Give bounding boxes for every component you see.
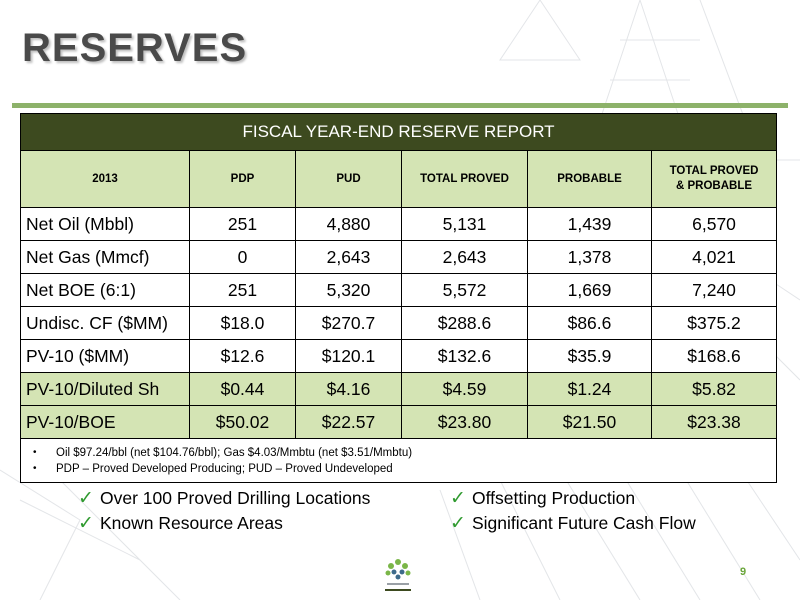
title-rule xyxy=(12,103,788,108)
table-cell: $35.9 xyxy=(527,339,652,373)
row-label: Net Gas (Mmcf) xyxy=(20,240,190,274)
table-cell: 5,131 xyxy=(401,207,528,241)
column-header: TOTAL PROVED xyxy=(401,150,528,208)
highlight-text: Known Resource Areas xyxy=(100,512,283,533)
table-cell: 5,320 xyxy=(295,273,402,307)
reserve-table: FISCAL YEAR-END RESERVE REPORT 2013 PDP … xyxy=(19,113,778,483)
column-header: PDP xyxy=(189,150,296,208)
row-label: PV-10 ($MM) xyxy=(20,339,190,373)
table-cell: $86.6 xyxy=(527,306,652,340)
table-cell: $288.6 xyxy=(401,306,528,340)
highlight-item: ✓ Offsetting Production xyxy=(450,486,635,510)
table-cell: 4,021 xyxy=(650,240,778,274)
table-title: FISCAL YEAR-END RESERVE REPORT xyxy=(19,113,778,151)
table-cell: $375.2 xyxy=(650,306,778,340)
column-header: PUD xyxy=(295,150,402,208)
footnote-text: PDP – Proved Developed Producing; PUD – … xyxy=(56,462,393,475)
table-cell: $18.0 xyxy=(189,306,296,340)
footnote: • Oil $97.24/bbl (net $104.76/bbl); Gas … xyxy=(33,445,776,461)
table-row: PV-10 ($MM) $12.6 $120.1 $132.6 $35.9 $168.6 xyxy=(20,339,778,373)
highlight-item: ✓ Significant Future Cash Flow xyxy=(450,511,696,535)
bullet-icon: • xyxy=(33,462,37,474)
column-header: PROBABLE xyxy=(527,150,652,208)
page-number: 9 xyxy=(740,566,747,578)
row-label: Net Oil (Mbbl) xyxy=(20,207,190,241)
check-icon: ✓ xyxy=(450,512,466,534)
table-cell: $50.02 xyxy=(189,405,296,439)
table-cell: $23.38 xyxy=(650,405,778,439)
table-row: PV-10/Diluted Sh $0.44 $4.16 $4.59 $1.24 $5.8… xyxy=(20,372,778,406)
table-cell: 251 xyxy=(189,207,296,241)
table-cell: 2,643 xyxy=(401,240,528,274)
table-cell: 0 xyxy=(189,240,296,274)
check-icon: ✓ xyxy=(78,487,94,509)
table-row: Net BOE (6:1) 251 5,320 5,572 1,669 7,240 xyxy=(20,273,778,307)
table-cell: 5,572 xyxy=(401,273,528,307)
slide-title: RESERVES xyxy=(22,26,248,70)
table-cell: 7,240 xyxy=(650,273,778,307)
table-row: PV-10/BOE $50.02 $22.57 $23.80 $21.50 $23.38 xyxy=(20,405,778,439)
header-row: 2013 PDP PUD TOTAL PROVED PROBABLE TOTAL… xyxy=(20,150,778,208)
table-cell: $4.16 xyxy=(295,372,402,406)
table-cell: 1,669 xyxy=(527,273,652,307)
table-cell: 4,880 xyxy=(295,207,402,241)
column-header: TOTAL PROVED & PROBABLE xyxy=(650,150,778,208)
check-icon: ✓ xyxy=(78,512,94,534)
highlight-text: Offsetting Production xyxy=(472,487,636,508)
reserve-report: FISCAL YEAR-END RESERVE REPORT 2013 PDP … xyxy=(19,113,778,483)
highlight-text: Over 100 Proved Drilling Locations xyxy=(100,487,371,508)
bullet-icon: • xyxy=(33,446,37,458)
table-cell: $12.6 xyxy=(189,339,296,373)
table-cell: $120.1 xyxy=(295,339,402,373)
table-row: Net Gas (Mmcf) 0 2,643 2,643 1,378 4,021 xyxy=(20,240,778,274)
row-label: PV-10/BOE xyxy=(20,405,190,439)
table-cell: 2,643 xyxy=(295,240,402,274)
table-cell: $270.7 xyxy=(295,306,402,340)
highlight-item: ✓ Known Resource Areas xyxy=(78,511,283,535)
table-cell: 1,378 xyxy=(527,240,652,274)
row-label: Undisc. CF ($MM) xyxy=(20,306,190,340)
footnotes: • Oil $97.24/bbl (net $104.76/bbl); Gas … xyxy=(19,438,778,483)
table-cell: $1.24 xyxy=(527,372,652,406)
company-logo xyxy=(385,559,411,591)
table-cell: 6,570 xyxy=(650,207,778,241)
footnote: • PDP – Proved Developed Producing; PUD … xyxy=(33,461,776,477)
table-cell: $132.6 xyxy=(401,339,528,373)
highlight-text: Significant Future Cash Flow xyxy=(472,512,696,533)
row-label: PV-10/Diluted Sh xyxy=(20,372,190,406)
table-cell: $23.80 xyxy=(401,405,528,439)
row-label: Net BOE (6:1) xyxy=(20,273,190,307)
table-cell: $21.50 xyxy=(527,405,652,439)
column-header: 2013 xyxy=(20,150,190,208)
highlight-item: ✓ Over 100 Proved Drilling Locations xyxy=(78,486,370,510)
check-icon: ✓ xyxy=(450,487,466,509)
table-cell: 251 xyxy=(189,273,296,307)
table-cell: $168.6 xyxy=(650,339,778,373)
table-row: Net Oil (Mbbl) 251 4,880 5,131 1,439 6,570 xyxy=(20,207,778,241)
table-cell: $22.57 xyxy=(295,405,402,439)
table-cell: $4.59 xyxy=(401,372,528,406)
footnote-text: Oil $97.24/bbl (net $104.76/bbl); Gas $4… xyxy=(56,446,413,459)
table-cell: $5.82 xyxy=(650,372,778,406)
table-cell: 1,439 xyxy=(527,207,652,241)
table-cell: $0.44 xyxy=(189,372,296,406)
table-row: Undisc. CF ($MM) $18.0 $270.7 $288.6 $86.6 $3… xyxy=(20,306,778,340)
